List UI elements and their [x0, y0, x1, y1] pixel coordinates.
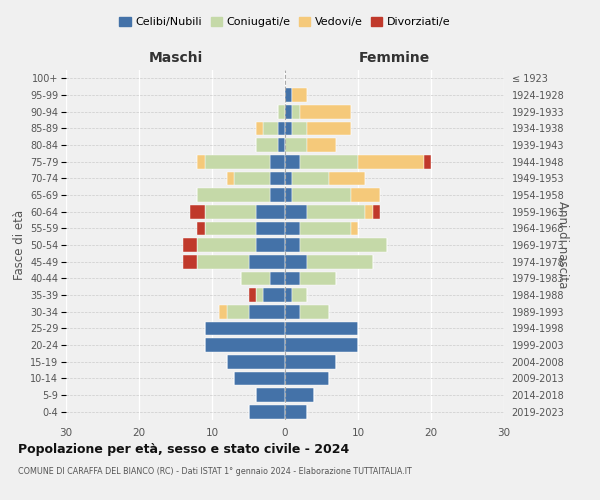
Y-axis label: Fasce di età: Fasce di età: [13, 210, 26, 280]
Bar: [285, 205, 307, 218]
Bar: [292, 88, 307, 102]
Bar: [285, 372, 329, 385]
Bar: [299, 272, 336, 285]
Bar: [285, 238, 299, 252]
Bar: [285, 138, 307, 152]
Bar: [256, 238, 285, 252]
Bar: [292, 188, 351, 202]
Bar: [248, 305, 285, 318]
Bar: [285, 188, 292, 202]
Bar: [329, 172, 365, 185]
Bar: [292, 172, 329, 185]
Bar: [278, 105, 285, 118]
Bar: [285, 322, 358, 335]
Bar: [271, 172, 285, 185]
Bar: [190, 205, 205, 218]
Bar: [271, 188, 285, 202]
Bar: [256, 205, 285, 218]
Bar: [271, 272, 285, 285]
Bar: [285, 255, 307, 268]
Bar: [278, 138, 285, 152]
Bar: [292, 288, 307, 302]
Bar: [285, 405, 307, 418]
Bar: [365, 205, 373, 218]
Bar: [307, 138, 336, 152]
Bar: [256, 122, 263, 135]
Bar: [285, 355, 336, 368]
Bar: [248, 405, 285, 418]
Bar: [205, 205, 256, 218]
Bar: [205, 322, 285, 335]
Bar: [205, 338, 285, 352]
Bar: [285, 222, 299, 235]
Bar: [285, 305, 299, 318]
Bar: [220, 305, 227, 318]
Bar: [256, 288, 263, 302]
Bar: [263, 288, 285, 302]
Bar: [197, 238, 256, 252]
Bar: [285, 88, 292, 102]
Bar: [197, 188, 271, 202]
Bar: [285, 338, 358, 352]
Bar: [307, 205, 365, 218]
Bar: [205, 222, 256, 235]
Bar: [227, 172, 234, 185]
Bar: [241, 272, 271, 285]
Bar: [299, 105, 351, 118]
Text: Femmine: Femmine: [359, 51, 430, 65]
Bar: [299, 238, 387, 252]
Bar: [285, 105, 292, 118]
Bar: [256, 138, 278, 152]
Y-axis label: Anni di nascita: Anni di nascita: [556, 202, 569, 288]
Bar: [299, 305, 329, 318]
Bar: [307, 255, 373, 268]
Bar: [234, 372, 285, 385]
Bar: [271, 155, 285, 168]
Bar: [285, 288, 292, 302]
Bar: [358, 155, 424, 168]
Bar: [424, 155, 431, 168]
Bar: [292, 105, 299, 118]
Bar: [285, 172, 292, 185]
Bar: [299, 222, 351, 235]
Text: Popolazione per età, sesso e stato civile - 2024: Popolazione per età, sesso e stato civil…: [18, 442, 349, 456]
Bar: [234, 172, 271, 185]
Bar: [285, 155, 299, 168]
Bar: [285, 122, 292, 135]
Bar: [248, 288, 256, 302]
Bar: [307, 122, 350, 135]
Bar: [197, 222, 205, 235]
Bar: [292, 122, 307, 135]
Bar: [256, 222, 285, 235]
Legend: Celibi/Nubili, Coniugati/e, Vedovi/e, Divorziati/e: Celibi/Nubili, Coniugati/e, Vedovi/e, Di…: [115, 12, 455, 32]
Bar: [197, 155, 205, 168]
Bar: [227, 305, 248, 318]
Bar: [205, 155, 271, 168]
Bar: [256, 388, 285, 402]
Bar: [183, 255, 197, 268]
Bar: [350, 222, 358, 235]
Bar: [263, 122, 278, 135]
Bar: [278, 122, 285, 135]
Text: Maschi: Maschi: [148, 51, 203, 65]
Bar: [373, 205, 380, 218]
Bar: [285, 272, 299, 285]
Bar: [285, 388, 314, 402]
Bar: [197, 255, 248, 268]
Bar: [299, 155, 358, 168]
Bar: [350, 188, 380, 202]
Bar: [227, 355, 285, 368]
Bar: [248, 255, 285, 268]
Bar: [183, 238, 197, 252]
Text: COMUNE DI CARAFFA DEL BIANCO (RC) - Dati ISTAT 1° gennaio 2024 - Elaborazione TU: COMUNE DI CARAFFA DEL BIANCO (RC) - Dati…: [18, 468, 412, 476]
